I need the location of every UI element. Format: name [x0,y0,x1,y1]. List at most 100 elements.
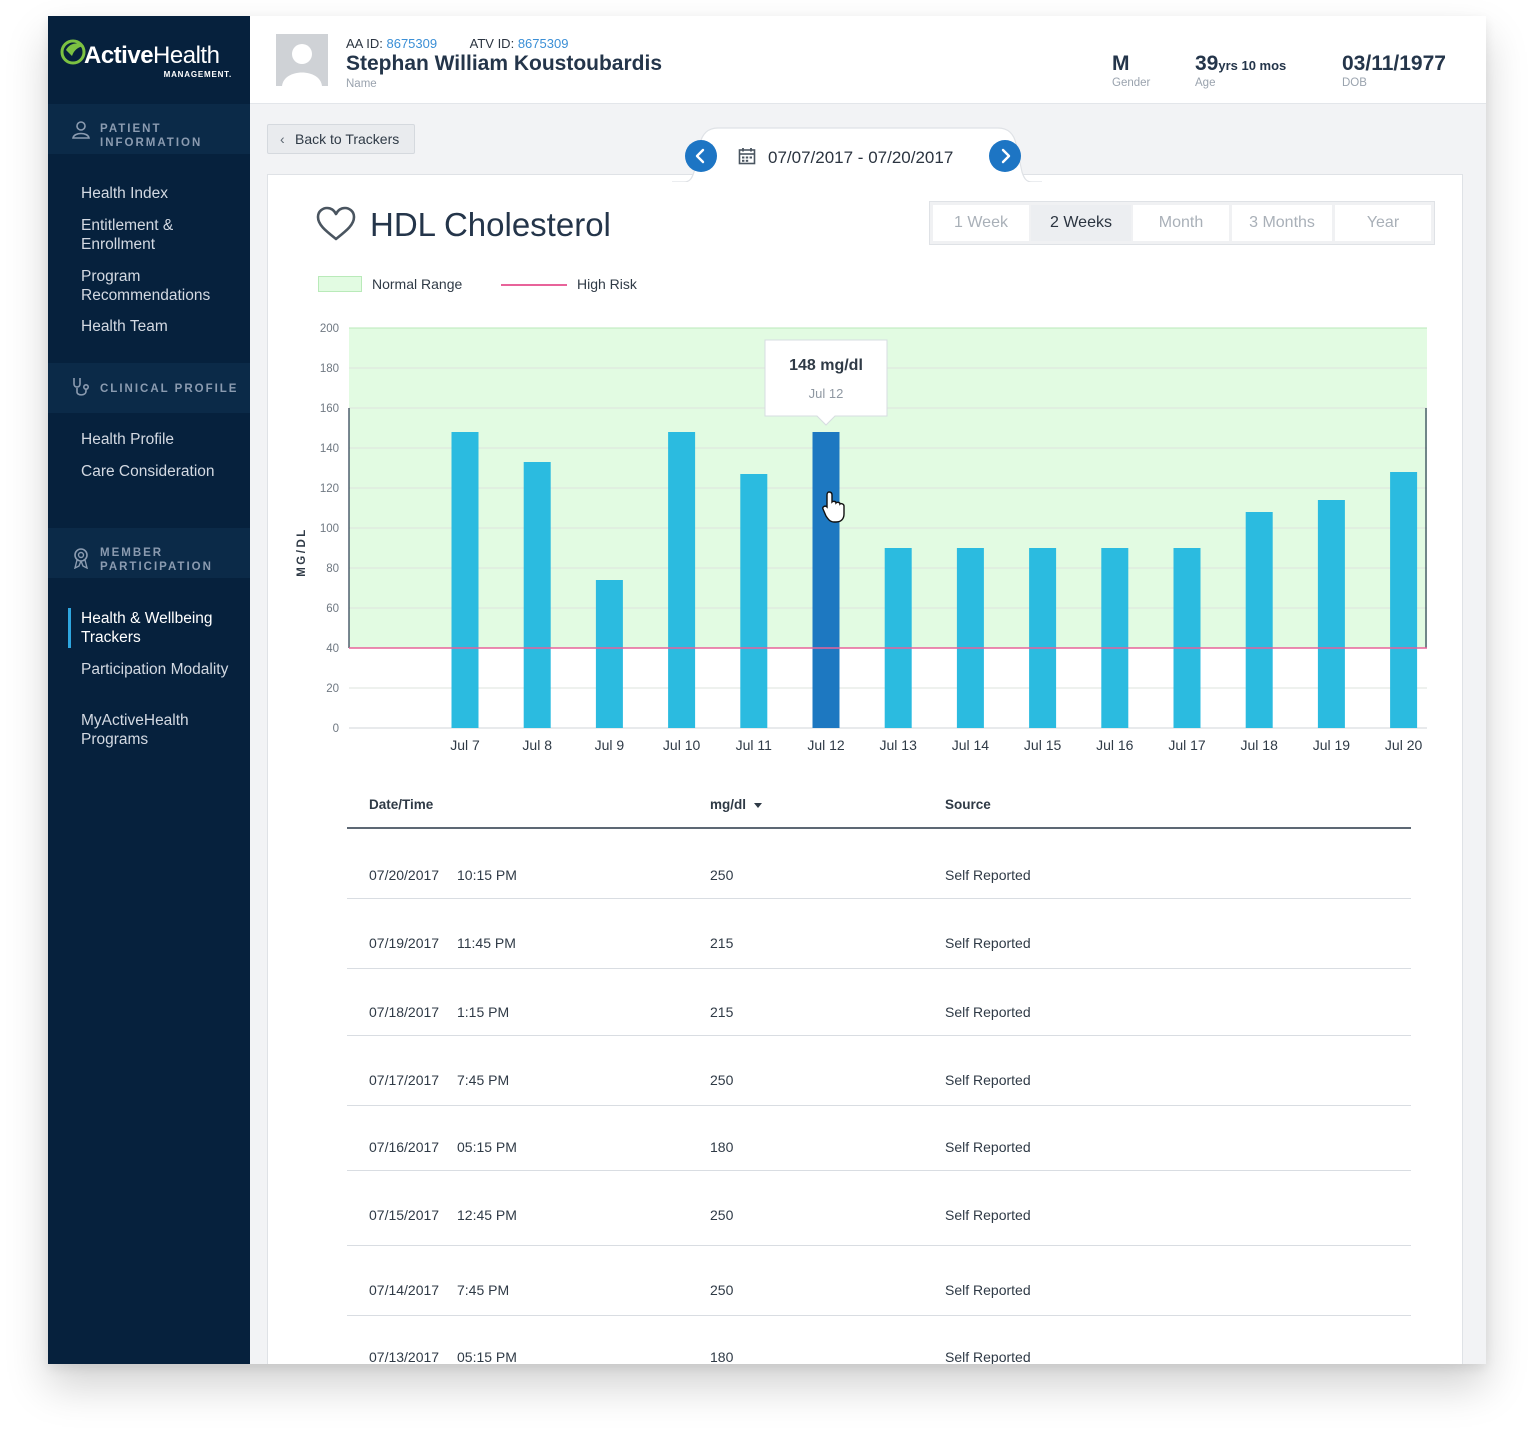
column-header-source[interactable]: Source [945,797,991,812]
cell-date: 07/13/2017 [369,1349,440,1364]
gender-value: M [1112,52,1130,75]
sidebar-item-health-profile[interactable]: Health Profile [81,431,175,448]
sidebar-item-entitlement[interactable]: Entitlement & Enrollment [81,217,174,253]
bar-jul-7 [451,432,479,728]
cell-value: 180 [710,1139,734,1155]
cell-date: 07/19/2017 [369,935,440,951]
sidebar-item-health-index[interactable]: Health Index [81,185,169,202]
cell-value: 215 [710,935,734,951]
x-tick-label: Jul 9 [595,737,625,753]
section-title: PATIENT INFORMATION [100,123,203,149]
x-tick-label: Jul 14 [952,737,990,753]
x-tick-label: Jul 20 [1385,737,1423,753]
column-header-datetime[interactable]: Date/Time [369,797,434,812]
range-3-months[interactable]: 3 Months [1232,205,1332,241]
sidebar-item-program-recommendations[interactable]: Program Recommendations [81,268,211,304]
aa-id-value[interactable]: 8675309 [386,36,438,51]
table-row-divider [347,968,1411,969]
table-row-divider [347,1315,1411,1316]
x-tick-label: Jul 7 [450,737,480,753]
cell-time: 7:45 PM [457,1072,510,1088]
logo-leaf-icon [60,39,86,65]
cell-time: 10:15 PM [457,867,517,883]
chevron-left-icon [695,148,705,164]
back-button-label: Back to Trackers [295,131,400,147]
sidebar: ActiveHealth MANAGEMENT. PATIENT INFORMA… [48,16,250,1364]
tracker-title: HDL Cholesterol [370,206,611,243]
table-row-divider [347,898,1411,899]
sidebar-item-participation-modality[interactable]: Participation Modality [81,661,229,678]
bar-jul-10 [668,432,696,728]
aa-id-label: AA ID: [346,36,383,51]
x-tick-label: Jul 8 [522,737,552,753]
y-tick-label: 140 [320,443,339,455]
patient-header: AA ID: 8675309 ATV ID: 8675309 Stephan W… [250,16,1486,104]
x-tick-label: Jul 12 [807,737,845,753]
date-range-text[interactable]: 07/07/2017 - 07/20/2017 [768,148,954,167]
cell-source: Self Reported [945,1282,1031,1298]
cell-source: Self Reported [945,1139,1031,1155]
y-axis-label: MG/DL [296,527,308,577]
bar-jul-14 [956,548,984,728]
x-tick-label: Jul 15 [1024,737,1062,753]
cell-source: Self Reported [945,1072,1031,1088]
x-tick-label: Jul 13 [880,737,918,753]
active-indicator [68,608,71,648]
table-row-divider [347,1105,1411,1106]
bar-jul-8 [523,462,551,728]
award-ribbon-icon [74,548,88,569]
x-tick-label: Jul 17 [1168,737,1206,753]
y-tick-label: 180 [320,363,339,375]
name-label: Name [346,78,377,90]
back-to-trackers-button[interactable]: ‹ Back to Trackers [267,124,415,154]
previous-range-button[interactable] [685,140,717,172]
cell-time: 05:15 PM [457,1349,517,1364]
column-header-mgdl[interactable]: mg/dl [710,797,763,812]
next-range-button[interactable] [989,140,1021,172]
range-1-week[interactable]: 1 Week [933,205,1029,241]
cell-value: 180 [710,1349,734,1364]
section-member-participation: MEMBER PARTICIPATION [48,528,250,578]
activehealth-logo[interactable]: ActiveHealth MANAGEMENT. [60,36,240,86]
y-tick-label: 40 [326,643,339,655]
range-month[interactable]: Month [1133,205,1229,241]
cell-date: 07/18/2017 [369,1004,440,1020]
y-tick-label: 0 [333,723,339,735]
patient-name: Stephan William Koustoubardis [346,52,663,75]
section-title: MEMBER PARTICIPATION [100,547,213,573]
cell-source: Self Reported [945,1207,1031,1223]
range-2-weeks[interactable]: 2 Weeks [1031,205,1131,241]
cell-date: 07/20/2017 [369,867,440,883]
avatar-placeholder-icon [282,44,322,86]
sidebar-item-health-wellbeing-trackers[interactable]: Health & Wellbeing Trackers [81,610,213,646]
bar-jul-20 [1390,472,1418,728]
table-row-divider [347,1035,1411,1036]
cell-date: 07/15/2017 [369,1207,440,1223]
table-row-divider [347,1245,1411,1246]
atv-id-value[interactable]: 8675309 [517,36,569,51]
cell-source: Self Reported [945,1349,1031,1364]
cell-value: 250 [710,1207,734,1223]
age-rest: yrs 10 mos [1218,58,1287,73]
calendar-icon [738,148,756,165]
sidebar-item-health-team[interactable]: Health Team [81,318,168,335]
bar-jul-11 [740,474,768,728]
range-year[interactable]: Year [1335,205,1431,241]
cell-date: 07/14/2017 [369,1282,440,1298]
cell-time: 11:45 PM [457,935,516,951]
cell-date: 07/17/2017 [369,1072,440,1088]
logo-text-bold: Active [84,42,154,69]
y-tick-label: 160 [320,403,339,415]
avatar [276,34,328,86]
bar-jul-9 [595,580,623,728]
sidebar-item-care-consideration[interactable]: Care Consideration [81,463,215,480]
cell-value: 215 [710,1004,734,1020]
dob-label: DOB [1342,77,1367,89]
gender-label: Gender [1112,77,1151,89]
y-tick-label: 120 [320,483,339,495]
y-tick-label: 80 [326,563,339,575]
cell-date: 07/16/2017 [369,1139,440,1155]
hand-cursor-icon [822,491,845,523]
bar-jul-12 [812,432,840,728]
sidebar-item-myactivehealth-programs[interactable]: MyActiveHealth Programs [81,712,189,748]
